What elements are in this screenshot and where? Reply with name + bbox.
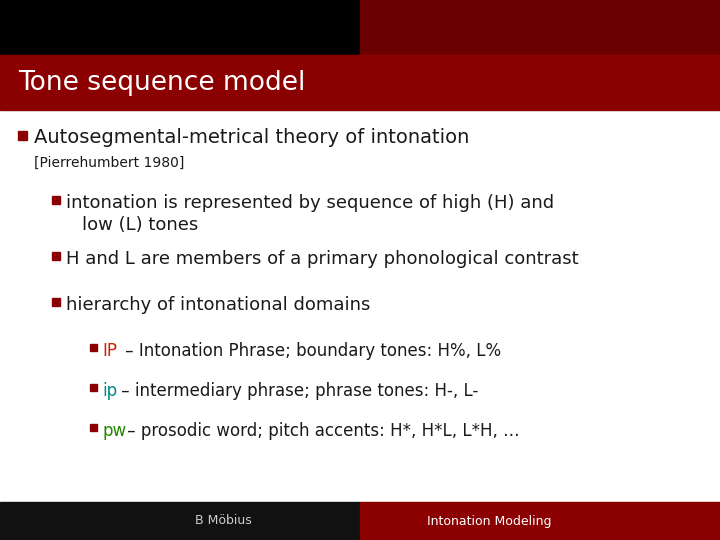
Bar — [360, 502, 720, 540]
Bar — [52, 196, 60, 204]
Bar — [90, 423, 97, 430]
Bar — [0, 55, 720, 110]
Bar — [18, 131, 27, 139]
Bar — [90, 383, 97, 390]
Text: hierarchy of intonational domains: hierarchy of intonational domains — [66, 296, 370, 314]
Text: Autosegmental-metrical theory of intonation: Autosegmental-metrical theory of intonat… — [34, 128, 469, 147]
Text: B Möbius: B Möbius — [195, 515, 251, 528]
Text: H and L are members of a primary phonological contrast: H and L are members of a primary phonolo… — [66, 250, 579, 268]
Text: ip: ip — [102, 382, 117, 400]
Text: low (L) tones: low (L) tones — [82, 216, 198, 234]
Bar — [52, 298, 60, 306]
Bar — [360, 0, 720, 55]
Text: Tone sequence model: Tone sequence model — [18, 70, 305, 96]
Bar — [52, 252, 60, 260]
Bar — [0, 502, 360, 540]
Text: Intonation Modeling: Intonation Modeling — [428, 515, 552, 528]
Text: – intermediary phrase; phrase tones: H-, L-: – intermediary phrase; phrase tones: H-,… — [116, 382, 478, 400]
Bar — [90, 343, 97, 350]
Text: – prosodic word; pitch accents: H*, H*L, L*H, …: – prosodic word; pitch accents: H*, H*L,… — [122, 422, 520, 440]
Text: [Pierrehumbert 1980]: [Pierrehumbert 1980] — [34, 156, 184, 170]
Text: intonation is represented by sequence of high (H) and: intonation is represented by sequence of… — [66, 194, 554, 212]
Text: IP: IP — [102, 342, 117, 360]
Text: pw: pw — [102, 422, 126, 440]
Text: – Intonation Phrase; boundary tones: H%, L%: – Intonation Phrase; boundary tones: H%,… — [120, 342, 501, 360]
Bar — [0, 0, 360, 55]
